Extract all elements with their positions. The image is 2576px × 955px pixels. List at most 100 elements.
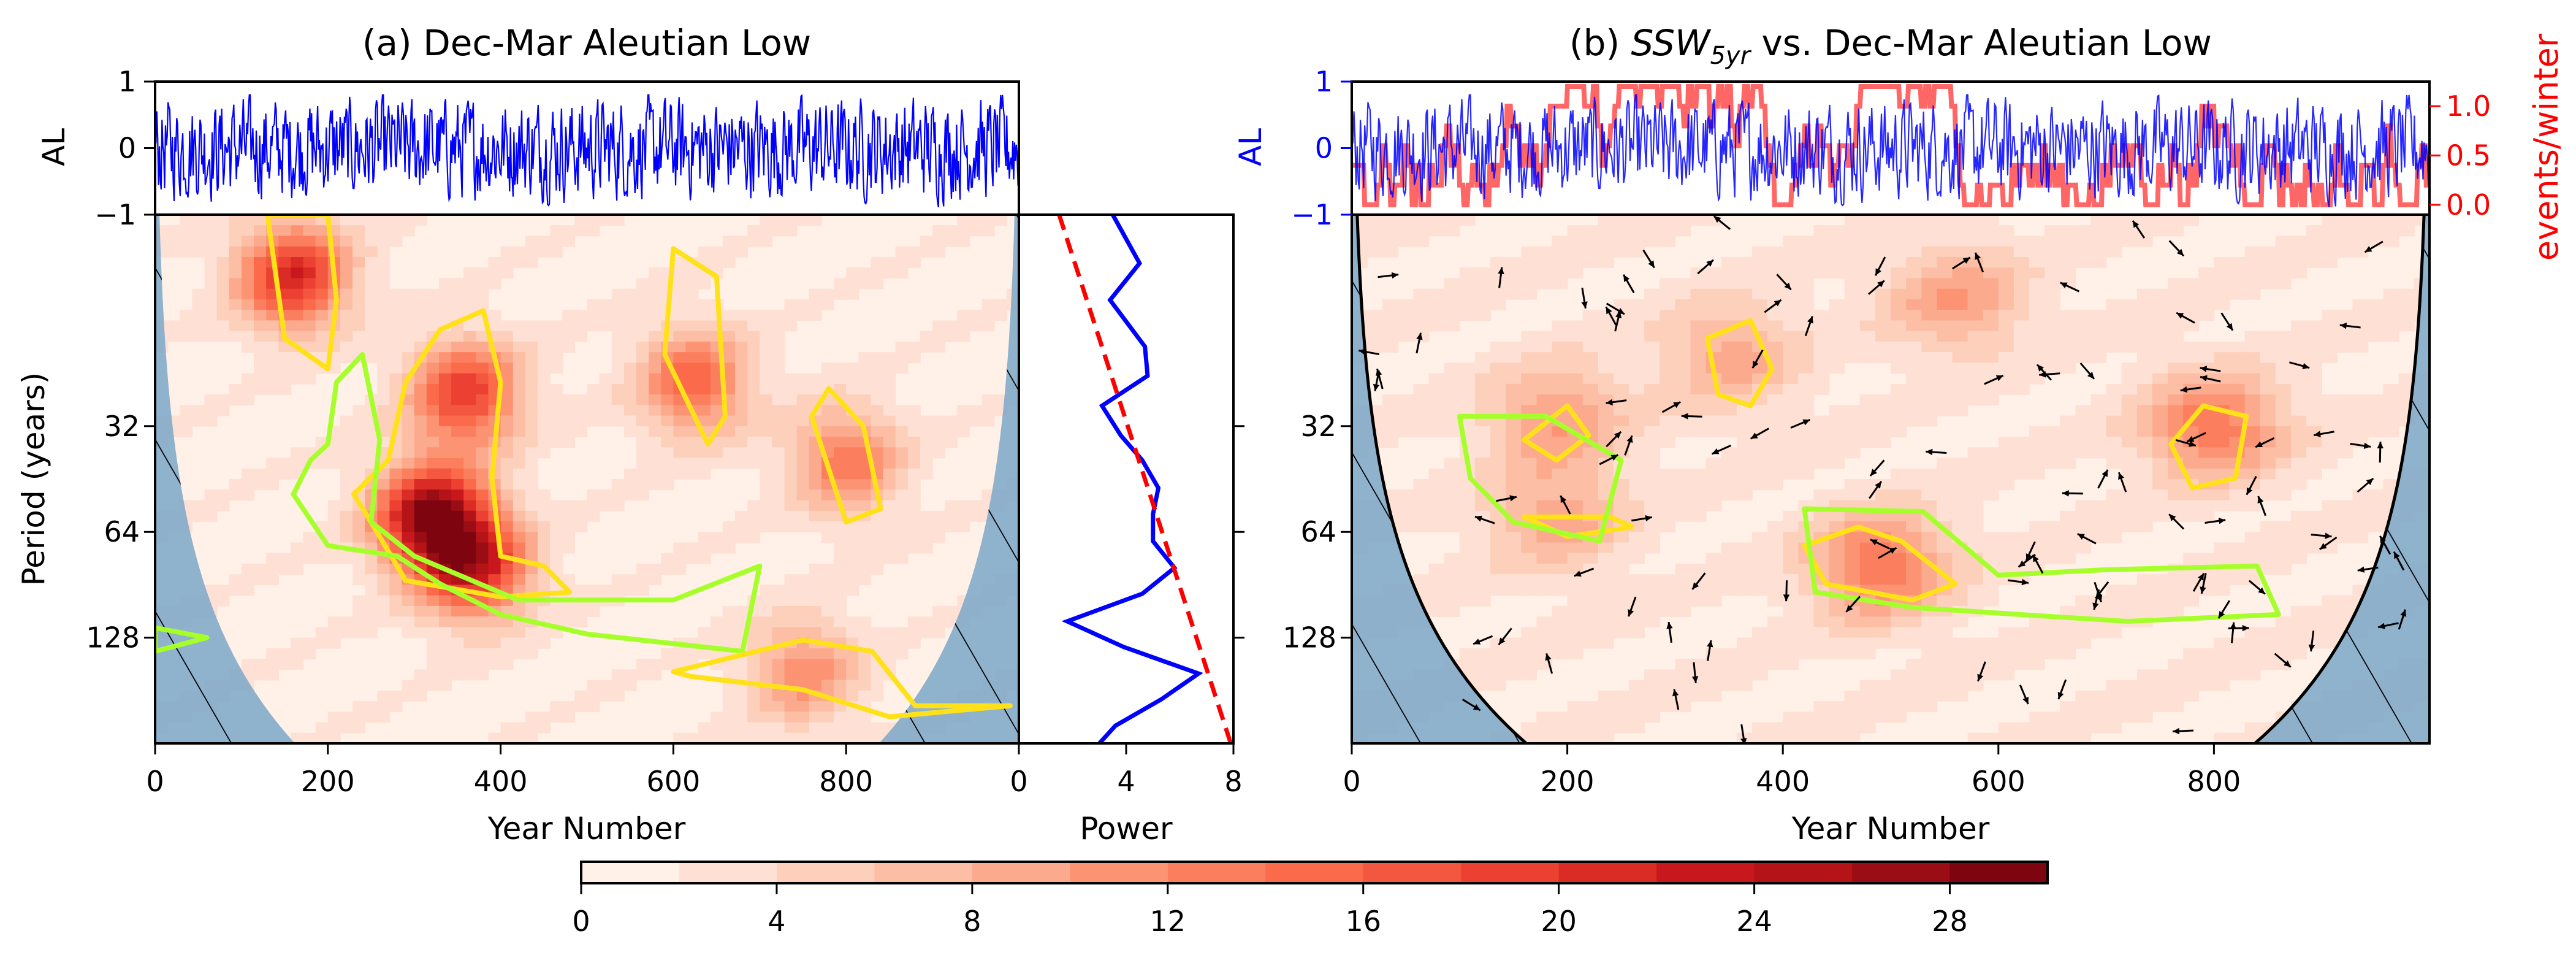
- heatmap-cell: [2013, 648, 2030, 659]
- heatmap-cell: [1906, 299, 1922, 310]
- heatmap-cell: [315, 267, 329, 279]
- heatmap-cell: [784, 595, 798, 607]
- heatmap-cell: [1567, 627, 1583, 639]
- heatmap-cell: [871, 732, 884, 743]
- heatmap-cell: [796, 310, 810, 321]
- heatmap-cell: [2013, 437, 2030, 448]
- heatmap-cell: [1952, 394, 1968, 406]
- heatmap-cell: [1644, 415, 1661, 427]
- heatmap-cell: [784, 225, 798, 237]
- heatmap-cell: [735, 701, 748, 713]
- heatmap-cell: [2244, 627, 2261, 639]
- heatmap-cell: [796, 648, 810, 659]
- heatmap-cell: [1937, 225, 1953, 237]
- heatmap-cell: [623, 669, 637, 681]
- heatmap-cell: [735, 246, 748, 258]
- heatmap-cell: [907, 468, 921, 480]
- heatmap-cell: [1921, 246, 1938, 258]
- heatmap-cell: [945, 616, 958, 628]
- heatmap-cell: [278, 225, 292, 237]
- heatmap-cell: [2352, 489, 2369, 501]
- heatmap-cell: [291, 236, 304, 247]
- heatmap-cell: [1552, 278, 1568, 290]
- heatmap-cell: [1967, 341, 1984, 353]
- heatmap-cell: [722, 331, 736, 342]
- heatmap-cell: [1382, 415, 1399, 427]
- heatmap-cell: [1983, 489, 1999, 501]
- heatmap-cell: [500, 659, 514, 670]
- heatmap-cell: [402, 585, 415, 596]
- phase-arrow: [1624, 435, 1633, 456]
- phase-arrow: [1606, 431, 1622, 448]
- heatmap-cell: [1521, 489, 1538, 501]
- phase-arrow: [2398, 609, 2407, 630]
- heatmap-cell: [2060, 542, 2076, 554]
- heatmap-cell: [537, 352, 551, 364]
- heatmap-cell: [1829, 722, 1845, 734]
- heatmap-cell: [1721, 341, 1737, 353]
- heatmap-cell: [2121, 690, 2138, 702]
- heatmap-cell: [451, 510, 465, 522]
- heatmap-cell: [513, 605, 526, 617]
- heatmap-cell: [476, 510, 489, 522]
- heatmap-cell: [476, 627, 489, 639]
- heatmap-cell: [180, 405, 193, 416]
- heatmap-cell: [957, 310, 970, 321]
- heatmap-cell: [500, 267, 514, 279]
- heatmap-cell: [747, 669, 761, 681]
- heatmap-cell: [2383, 310, 2399, 321]
- heatmap-cell: [1567, 394, 1583, 406]
- heatmap-cell: [1582, 637, 1599, 649]
- heatmap-cell: [2013, 310, 2030, 321]
- heatmap-cell: [402, 627, 415, 639]
- heatmap-cell: [1751, 648, 1768, 659]
- heatmap-cell: [1521, 447, 1538, 459]
- heatmap-cell: [291, 362, 304, 374]
- heatmap-cell: [722, 437, 736, 448]
- heatmap-cell: [2337, 331, 2353, 342]
- heatmap-cell: [1629, 616, 1645, 628]
- heatmap-cell: [500, 616, 514, 628]
- heatmap-cell: [1582, 362, 1599, 374]
- heatmap-cell: [2229, 669, 2246, 681]
- heatmap-cell: [587, 510, 600, 522]
- heatmap-cell: [2290, 637, 2307, 649]
- heatmap-cell: [254, 479, 267, 491]
- heatmap-cell: [438, 394, 452, 406]
- heatmap-cell: [451, 648, 465, 659]
- heatmap-cell: [2013, 627, 2030, 639]
- heatmap-cell: [2352, 320, 2369, 332]
- heatmap-cell: [463, 659, 477, 670]
- heatmap-cell: [883, 373, 896, 385]
- heatmap-cell: [2260, 637, 2276, 649]
- heatmap-cell: [1613, 563, 1629, 575]
- heatmap-cell: [327, 532, 341, 543]
- heatmap-cell: [2075, 331, 2092, 342]
- heatmap-cell: [722, 320, 736, 332]
- heatmap-cell: [1767, 563, 1783, 575]
- heatmap-cell: [747, 331, 761, 342]
- heatmap-cell: [2260, 394, 2276, 406]
- heatmap-cell: [1967, 447, 1984, 459]
- heatmap-cell: [698, 722, 711, 734]
- heatmap-cell: [661, 659, 674, 670]
- heatmap-cell: [402, 299, 415, 310]
- heatmap-cell: [574, 500, 588, 512]
- heatmap-cell: [550, 352, 563, 364]
- heatmap-cell: [451, 605, 465, 617]
- heatmap-cell: [463, 362, 477, 374]
- phase-arrow: [1711, 444, 1732, 455]
- heatmap-cell: [1506, 426, 1522, 437]
- heatmap-cell: [2013, 383, 2030, 395]
- heatmap-cell: [1506, 479, 1522, 491]
- heatmap-cell: [2183, 595, 2200, 607]
- heatmap-cell: [1921, 680, 1938, 691]
- heatmap-cell: [760, 690, 773, 702]
- heatmap-cell: [1952, 648, 1968, 659]
- heatmap-cell: [2275, 383, 2292, 395]
- heatmap-cell: [1967, 394, 1984, 406]
- heatmap-cell: [488, 256, 501, 268]
- heatmap-cell: [488, 648, 501, 659]
- heatmap-cell: [1629, 362, 1645, 374]
- heatmap-cell: [1521, 352, 1538, 364]
